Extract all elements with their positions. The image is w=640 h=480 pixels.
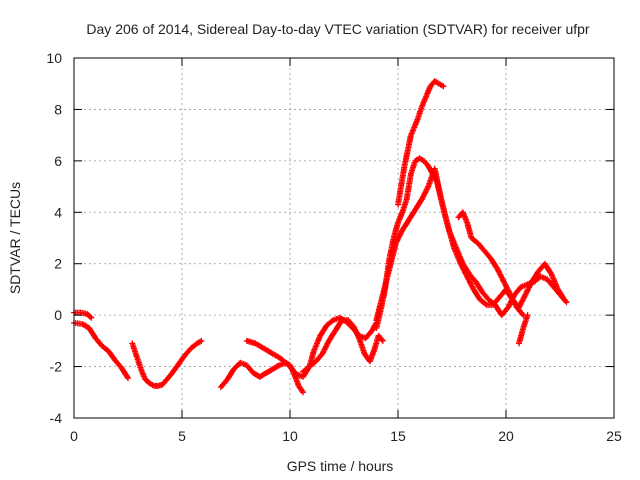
grid [74,58,614,418]
chart-title: Day 206 of 2014, Sidereal Day-to-day VTE… [86,21,590,37]
axis-ticks: 0 5 10 15 20 25 -4 -2 0 2 4 6 8 10 [46,50,622,444]
plot-frame [73,57,615,419]
y-tick-label: -2 [50,359,63,375]
y-tick-label: 8 [54,101,62,117]
x-tick-label: 0 [70,428,78,444]
y-tick-label: 6 [54,153,62,169]
series-s8 [373,165,568,324]
x-tick-label: 10 [282,428,298,444]
y-tick-label: 10 [46,50,62,66]
series-s2 [71,319,131,382]
y-tick-label: 0 [54,307,62,323]
series-trace [301,317,385,374]
x-tick-label: 15 [390,428,406,444]
series-trace [395,79,445,206]
x-tick-label: 25 [606,428,622,444]
series-s10 [455,209,527,319]
series-s11 [516,312,531,347]
data-marks [71,78,570,396]
x-tick-label: 5 [178,428,186,444]
series-trace [72,320,131,380]
y-axis-label: SDTVAR / TECUs [7,182,23,294]
series-trace [456,210,526,317]
series-trace [72,309,94,320]
series-trace [516,313,531,345]
series-s5 [243,314,380,380]
series-s4 [217,359,306,396]
series-s3 [129,337,205,389]
series-s9 [395,78,447,208]
x-axis-label: GPS time / hours [287,458,394,474]
y-tick-label: 2 [54,256,62,272]
series-trace [245,315,379,380]
y-tick-label: 4 [54,204,62,220]
series-trace [129,338,203,389]
y-tick-label: -4 [50,410,63,426]
series-s6 [300,317,386,375]
x-tick-label: 20 [498,428,514,444]
